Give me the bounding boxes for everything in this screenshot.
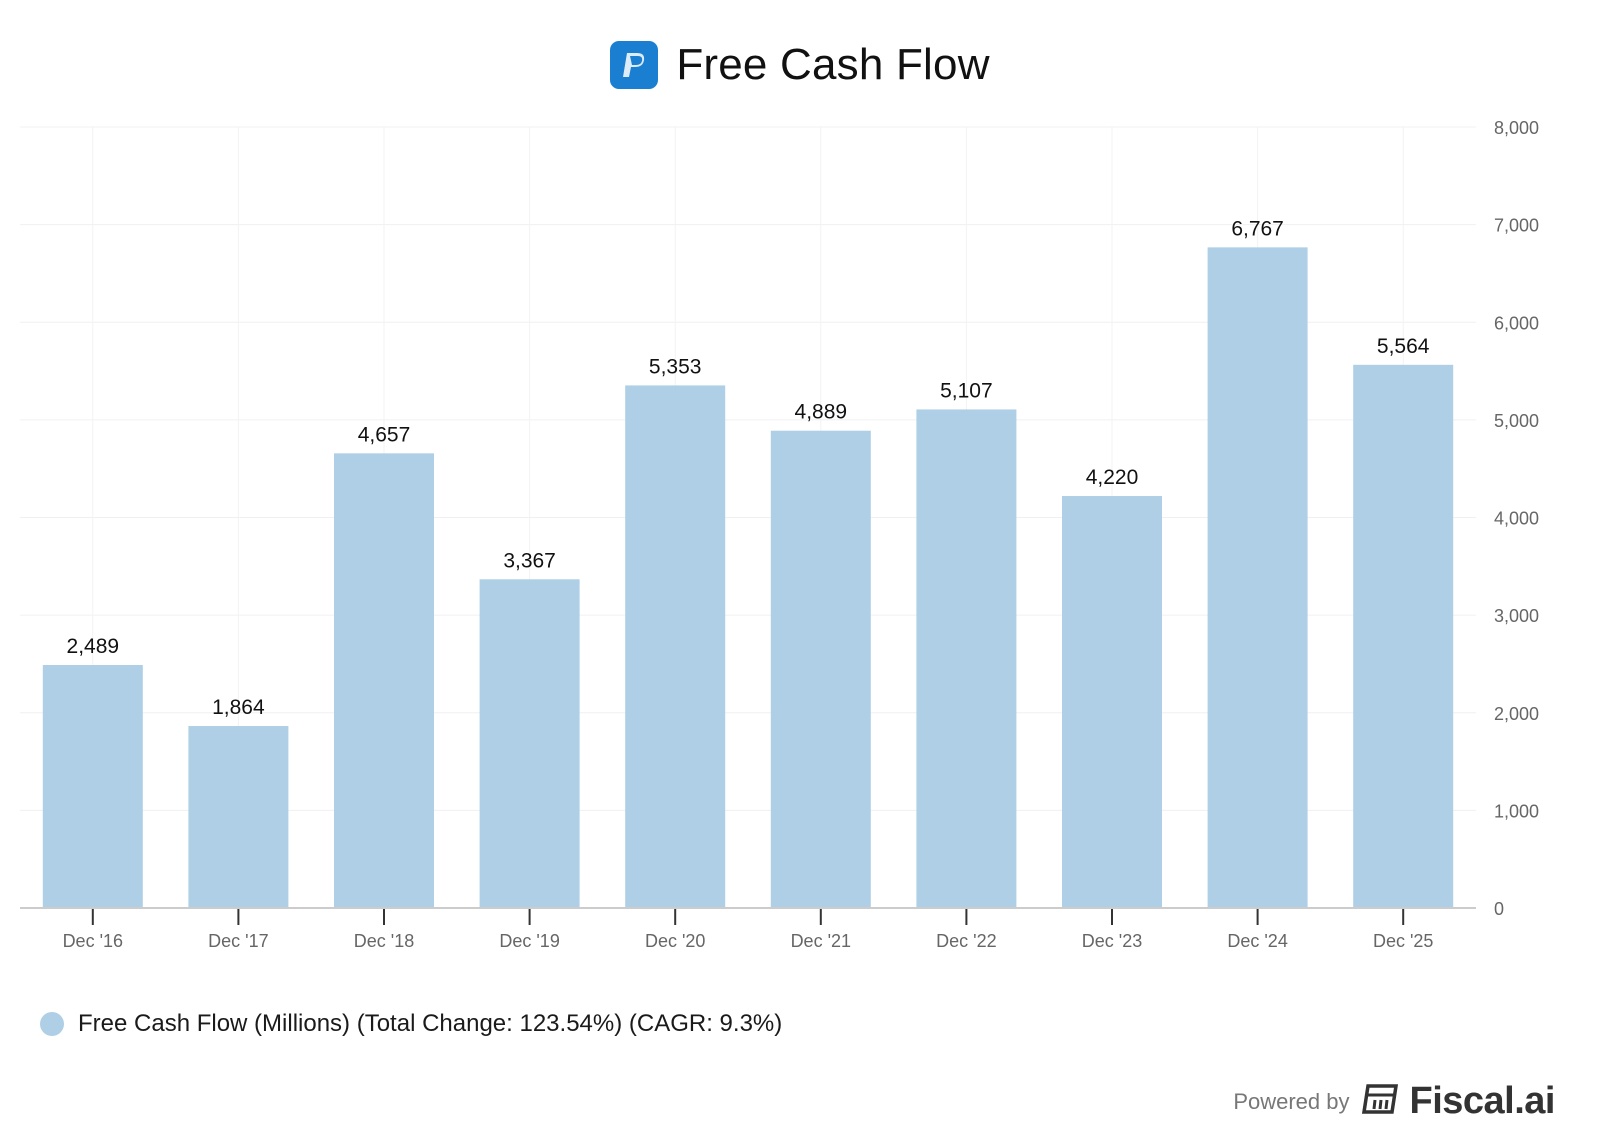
- brand-name: Fiscal.ai: [1409, 1080, 1556, 1122]
- bar[interactable]: [42, 665, 143, 908]
- x-tick-label: Dec '19: [499, 931, 559, 951]
- footer: Powered by Fiscal.ai: [1233, 1080, 1555, 1123]
- y-tick-label: 6,000: [1494, 313, 1539, 333]
- y-tick-label: 7,000: [1494, 216, 1539, 236]
- x-tick-label: Dec '20: [645, 931, 705, 951]
- x-axis: Dec '16 Dec '17 Dec '18 Dec '19 Dec '20 Dec '…: [20, 907, 1476, 951]
- bar[interactable]: [188, 726, 289, 908]
- data-label: 2,489: [67, 635, 120, 658]
- bars: [42, 247, 1454, 909]
- x-tick-label: Dec '17: [208, 931, 268, 951]
- legend-label: Free Cash Flow (Millions) (Total Change:…: [78, 1010, 783, 1037]
- bar[interactable]: [1353, 364, 1454, 908]
- x-tick-label: Dec '16: [63, 931, 123, 951]
- y-tick-label: 1,000: [1494, 801, 1539, 821]
- data-label: 3,367: [503, 549, 556, 572]
- bar[interactable]: [334, 453, 434, 908]
- bar[interactable]: [479, 579, 580, 908]
- powered-by-label: Powered by: [1233, 1088, 1350, 1114]
- data-labels: 2,489 1,864 4,657 3,367 5,353 4,889 5,107 4,220…: [67, 217, 1430, 719]
- bar-chart: 2,489 1,864 4,657 3,367 5,353 4,889 5,107 4,220…: [20, 118, 1539, 951]
- x-tick-label: Dec '22: [936, 931, 996, 951]
- y-tick-label: 2,000: [1494, 704, 1539, 724]
- data-label: 4,657: [358, 423, 411, 446]
- y-axis: 0 1,000 2,000 3,000 4,000 5,000 6,000 7,000 8,00…: [1494, 118, 1539, 919]
- x-tick-label: Dec '18: [354, 931, 414, 951]
- legend-marker: [40, 1012, 64, 1036]
- data-label: 5,107: [940, 379, 993, 402]
- y-tick-label: 0: [1494, 899, 1504, 919]
- bar[interactable]: [770, 430, 871, 908]
- x-tick-label: Dec '24: [1227, 931, 1287, 951]
- fiscal-logo-icon: [1360, 1082, 1400, 1121]
- bar[interactable]: [916, 409, 1017, 908]
- bar[interactable]: [625, 385, 726, 909]
- x-tick-label: Dec '25: [1373, 931, 1433, 951]
- data-label: 6,767: [1231, 217, 1284, 240]
- y-tick-label: 3,000: [1494, 606, 1539, 626]
- bar[interactable]: [1207, 247, 1308, 908]
- data-label: 4,220: [1086, 466, 1139, 489]
- legend: Free Cash Flow (Millions) (Total Change:…: [40, 1010, 782, 1038]
- chart-header: Free Cash Flow: [0, 30, 1600, 100]
- data-label: 4,889: [795, 401, 848, 424]
- data-label: 5,353: [649, 355, 702, 378]
- y-tick-label: 5,000: [1494, 411, 1539, 431]
- x-tick-label: Dec '21: [791, 931, 851, 951]
- chart-title: Free Cash Flow: [676, 40, 990, 89]
- paypal-logo-icon: [610, 41, 659, 89]
- y-tick-label: 4,000: [1494, 509, 1539, 529]
- x-tick-label: Dec '23: [1082, 931, 1142, 951]
- data-label: 5,564: [1377, 335, 1430, 358]
- data-label: 1,864: [212, 696, 265, 719]
- y-tick-label: 8,000: [1494, 118, 1539, 138]
- bar[interactable]: [1062, 496, 1162, 908]
